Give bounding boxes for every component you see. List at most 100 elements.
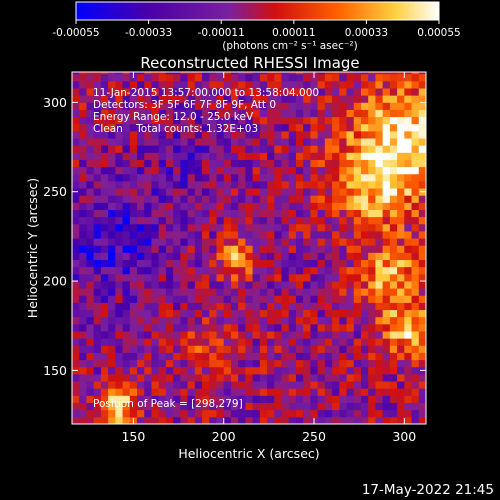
heatmap-cell [360,281,369,289]
heatmap-cell [209,109,217,118]
heatmap-cell [360,123,369,132]
heatmap-cell [310,388,319,396]
heatmap-cell [137,152,145,160]
heatmap-cell [259,309,268,318]
heatmap-cell [411,238,420,246]
heatmap-cell [310,252,319,261]
heatmap-cell [115,173,123,182]
heatmap-cell [108,73,116,82]
heatmap-cell [129,338,138,346]
heatmap-cell [158,223,167,232]
heatmap-cell [202,88,210,96]
heatmap-cell [375,123,384,132]
heatmap-cell [252,345,261,353]
heatmap-cell [173,152,181,160]
heatmap-cell [397,345,405,353]
heatmap-cell [165,180,174,189]
heatmap-cell [202,202,210,210]
heatmap-cell [411,281,420,289]
heatmap-cell [346,123,355,132]
heatmap-cell [332,338,340,346]
heatmap-cell [317,388,326,396]
heatmap-cell [115,73,123,82]
heatmap-cell [303,223,311,232]
heatmap-cell [194,266,203,275]
heatmap-cell [418,238,426,246]
heatmap-cell [295,381,304,389]
heatmap-cell [187,323,196,332]
heatmap-cell [173,188,181,196]
heatmap-cell [389,359,398,368]
heatmap-cell [79,338,87,346]
heatmap-cell [93,259,102,268]
heatmap-cell [230,245,239,253]
heatmap-cell [303,245,311,253]
heatmap-cell [317,116,326,125]
heatmap-cell [288,209,297,218]
heatmap-cell [274,395,282,403]
heatmap-cell [245,359,254,368]
heatmap-cell [223,231,232,239]
heatmap-cell [86,381,95,389]
heatmap-cell [324,338,333,346]
heatmap-cell [173,288,181,296]
heatmap-cell [332,166,340,175]
heatmap-cell [137,238,145,246]
heatmap-cell [194,295,203,303]
heatmap-cell [252,331,261,339]
heatmap-cell [339,338,347,346]
heatmap-cell [368,402,376,411]
heatmap-cell [129,238,138,246]
heatmap-cell [122,302,131,311]
heatmap-cell [411,202,420,210]
heatmap-cell [295,173,304,182]
heatmap-cell [418,209,426,218]
heatmap-cell [418,245,426,253]
heatmap-cell [317,80,326,89]
heatmap-cell [310,195,319,203]
heatmap-cell [151,416,160,424]
heatmap-cell [281,72,290,75]
heatmap-cell [259,273,268,282]
annotation-time-range: 11-Jan-2015 13:57:00.000 to 13:58:04.000 [93,87,319,99]
heatmap-cell [223,416,232,424]
heatmap-cell [187,238,196,246]
heatmap-cell [252,102,261,110]
heatmap-cell [274,195,282,203]
heatmap-cell [382,138,391,146]
heatmap-cell [317,266,326,275]
heatmap-cell [245,123,254,132]
heatmap-cell [230,202,239,210]
heatmap-cell [324,402,333,411]
heatmap-cell [411,295,420,303]
heatmap-cell [129,202,138,210]
heatmap-cell [324,245,333,253]
heatmap-cell [86,266,95,275]
heatmap-cell [404,138,412,146]
heatmap-cell [245,266,254,275]
heatmap-cell [397,316,405,325]
heatmap-cell [129,302,138,311]
heatmap-cell [93,173,102,182]
heatmap-cell [209,73,217,82]
heatmap-cell [310,152,319,160]
heatmap-cell [72,195,80,203]
heatmap-cell [375,345,384,353]
heatmap-cell [288,316,297,325]
heatmap-cell [180,359,188,368]
heatmap-cell [173,366,181,375]
heatmap-cell [129,323,138,332]
heatmap-cell [209,180,217,189]
heatmap-cell [274,109,282,118]
heatmap-cell [223,88,232,96]
heatmap-cell [230,95,239,103]
heatmap-cell [209,72,217,75]
heatmap-cell [375,216,384,225]
heatmap-cell [100,88,109,96]
heatmap-cell [418,309,426,318]
heatmap-cell [165,116,174,125]
heatmap-cell [303,209,311,218]
heatmap-cell [274,95,282,103]
heatmap-cell [202,302,210,311]
heatmap-cell [259,216,268,225]
